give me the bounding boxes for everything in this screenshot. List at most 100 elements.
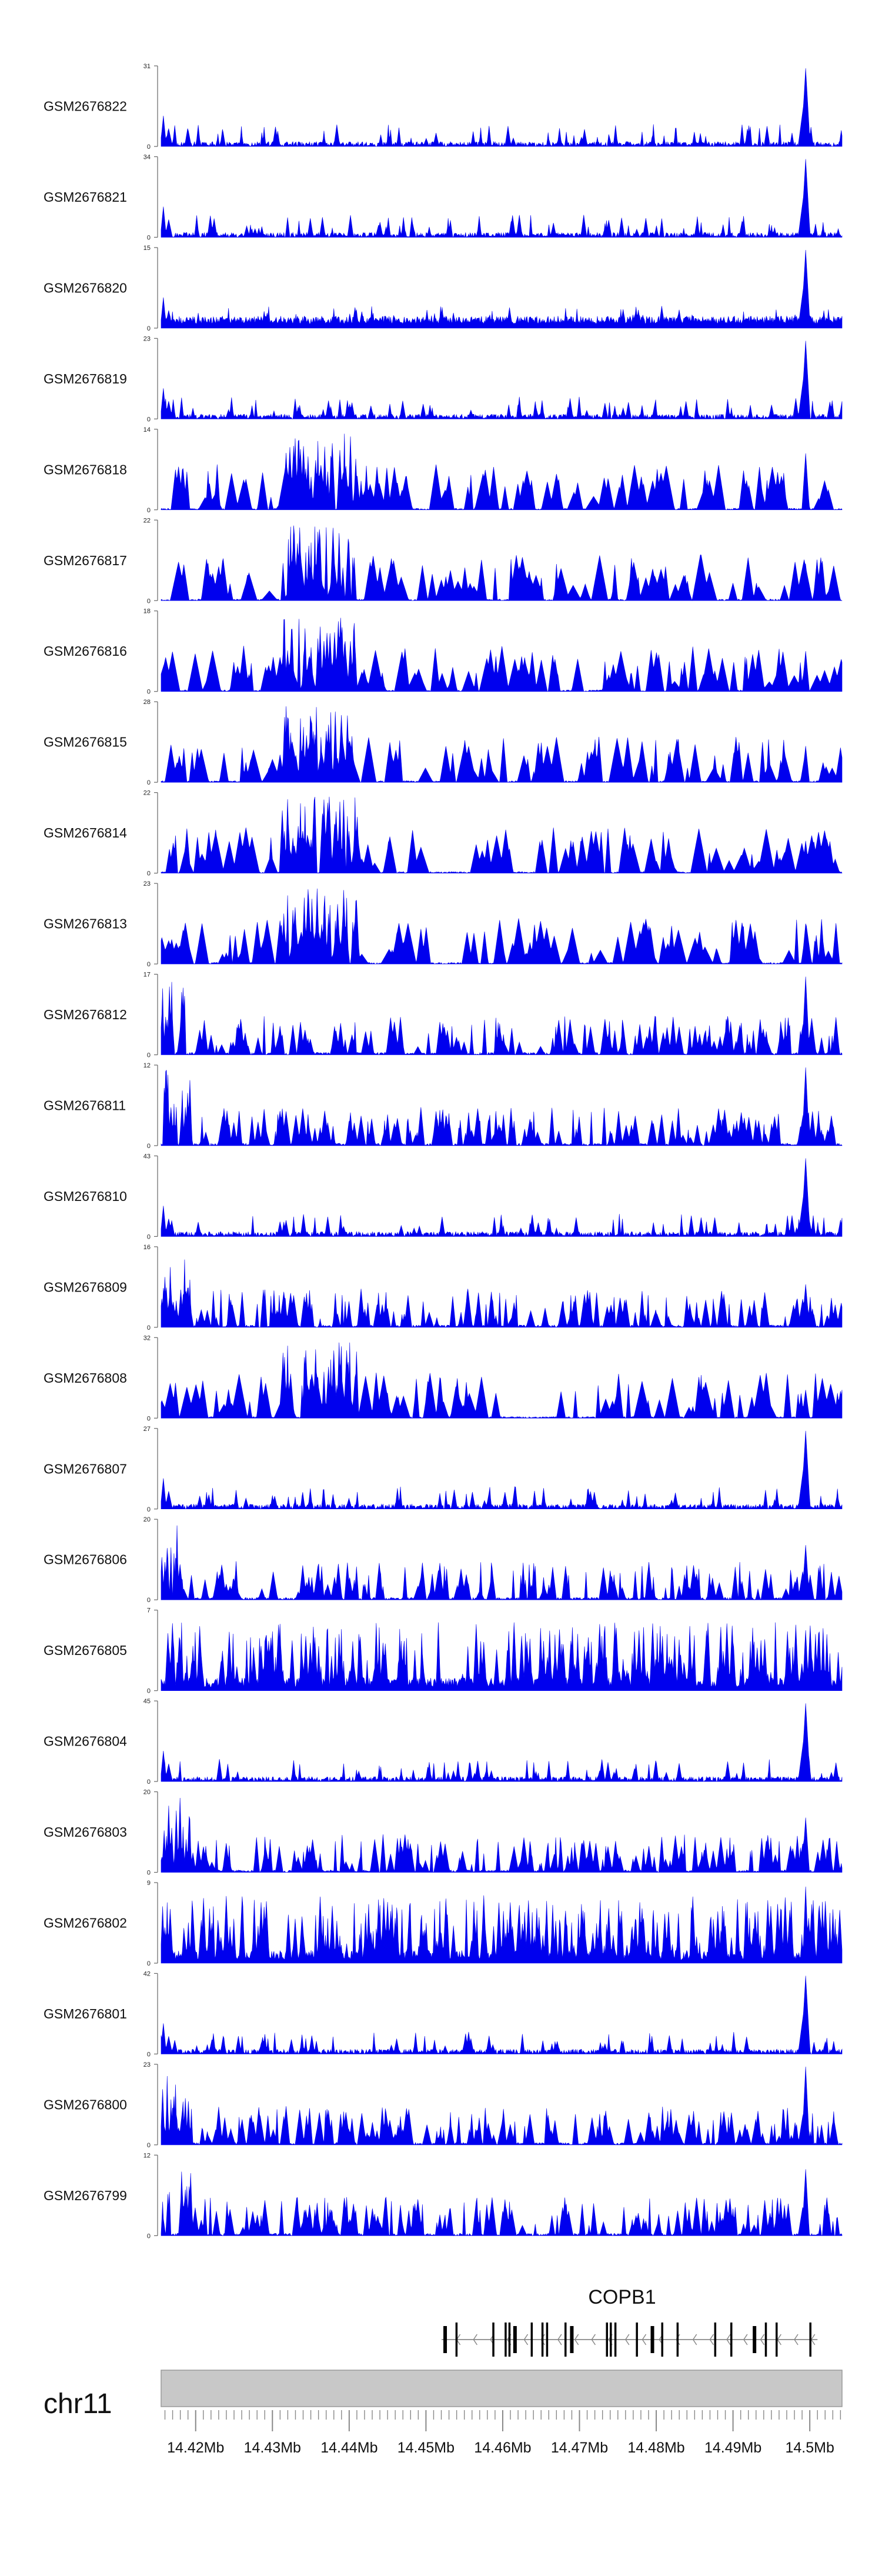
track-GSM2676818: GSM2676818 14 0 (44, 426, 843, 514)
coverage-area (161, 68, 843, 147)
track-label: GSM2676819 (44, 371, 127, 386)
coverage-area (161, 976, 843, 1056)
track-GSM2676814: GSM2676814 22 0 (44, 790, 843, 877)
track-label: GSM2676812 (44, 1007, 127, 1022)
y-tick-label-bottom: 0 (147, 1597, 151, 1604)
track-GSM2676813: GSM2676813 23 0 (44, 880, 843, 968)
y-tick-label-top: 34 (143, 154, 151, 161)
track-GSM2676822: GSM2676822 31 0 (44, 63, 843, 151)
track-label: GSM2676809 (44, 1279, 127, 1294)
track-label: GSM2676800 (44, 2097, 127, 2112)
y-tick-label-top: 43 (143, 1153, 151, 1160)
coverage-area (161, 1976, 843, 2055)
coverage-area (161, 1525, 843, 1601)
y-tick-label-top: 18 (143, 608, 151, 615)
gene-exon (614, 2323, 617, 2357)
y-tick-label-top: 7 (147, 1607, 151, 1614)
y-tick-label-bottom: 0 (147, 1688, 151, 1695)
strand-arrow (709, 2334, 714, 2345)
y-tick-label-top: 27 (143, 1426, 151, 1433)
y-tick-label-top: 12 (143, 1062, 151, 1069)
strand-arrow (557, 2334, 562, 2345)
track-GSM2676819: GSM2676819 23 0 (44, 335, 843, 423)
coverage-area (161, 796, 843, 874)
gene-exon (570, 2326, 574, 2353)
genome-axis: chr11 14.42Mb 14.43Mb 14.44Mb 14.45Mb 14.46M… (44, 2370, 843, 2456)
axis-tick-label: 14.44Mb (320, 2440, 377, 2456)
y-tick-label-top: 31 (143, 63, 151, 70)
axis-tick-label: 14.42Mb (167, 2440, 224, 2456)
gene-exon (492, 2323, 495, 2357)
y-tick-label-top: 42 (143, 1970, 151, 1977)
y-tick-label-top: 32 (143, 1334, 151, 1342)
track-GSM2676808: GSM2676808 32 0 (44, 1334, 843, 1422)
gene-track: COPB1 (442, 2286, 818, 2357)
gene-exon (714, 2323, 717, 2357)
track-label: GSM2676816 (44, 643, 127, 659)
track-GSM2676805: GSM2676805 7 0 (44, 1607, 843, 1695)
track-GSM2676817: GSM2676817 22 0 (44, 517, 843, 605)
y-tick-label-bottom: 0 (147, 961, 151, 968)
coverage-area (161, 1067, 843, 1146)
coverage-area (161, 888, 843, 965)
y-tick-label-bottom: 0 (147, 2233, 151, 2240)
y-tick-label-top: 22 (143, 790, 151, 797)
track-GSM2676809: GSM2676809 16 0 (44, 1244, 843, 1332)
strand-arrow (574, 2334, 579, 2345)
coverage-area (161, 159, 843, 238)
y-tick-label-bottom: 0 (147, 144, 151, 151)
y-tick-label-bottom: 0 (147, 1052, 151, 1059)
track-GSM2676812: GSM2676812 17 0 (44, 972, 843, 1059)
gene-model (442, 2323, 818, 2357)
track-GSM2676801: GSM2676801 42 0 (44, 1970, 843, 2058)
coverage-area (161, 2169, 843, 2237)
gene-exon (530, 2323, 533, 2357)
coverage-area (161, 341, 843, 420)
track-GSM2676820: GSM2676820 15 0 (44, 245, 843, 332)
strand-arrow (473, 2334, 477, 2345)
y-tick-label-bottom: 0 (147, 689, 151, 696)
track-GSM2676811: GSM2676811 12 0 (44, 1062, 843, 1150)
coverage-area (161, 1797, 843, 1873)
gene-exon (606, 2323, 609, 2357)
track-label: GSM2676820 (44, 280, 127, 295)
track-GSM2676803: GSM2676803 20 0 (44, 1789, 843, 1877)
y-tick-label-top: 22 (143, 517, 151, 524)
strand-arrow (591, 2334, 596, 2345)
y-tick-label-bottom: 0 (147, 1506, 151, 1513)
track-label: GSM2676799 (44, 2188, 127, 2203)
strand-arrow (642, 2334, 647, 2345)
track-label: GSM2676814 (44, 825, 127, 840)
gene-exon (546, 2323, 549, 2357)
y-tick-label-bottom: 0 (147, 325, 151, 332)
gene-exon (753, 2326, 757, 2353)
gene-exon (676, 2323, 679, 2357)
y-tick-label-top: 14 (143, 426, 151, 433)
y-tick-label-top: 23 (143, 880, 151, 887)
track-label: GSM2676810 (44, 1189, 127, 1204)
y-tick-label-bottom: 0 (147, 598, 151, 605)
track-label: GSM2676802 (44, 1916, 127, 1931)
coverage-area (161, 1342, 843, 1419)
coverage-area (161, 1622, 843, 1691)
y-tick-label-bottom: 0 (147, 2142, 151, 2149)
coverage-area (161, 1259, 843, 1328)
track-label: GSM2676801 (44, 2006, 127, 2021)
gene-label: COPB1 (588, 2286, 656, 2308)
gene-exon (650, 2326, 654, 2353)
y-tick-label-bottom: 0 (147, 1870, 151, 1877)
y-tick-label-bottom: 0 (147, 1778, 151, 1786)
axis-tick-label: 14.43Mb (244, 2440, 301, 2456)
track-label: GSM2676803 (44, 1824, 127, 1840)
y-tick-label-bottom: 0 (147, 1960, 151, 1967)
gene-exon (513, 2326, 517, 2353)
y-tick-label-top: 12 (143, 2152, 151, 2159)
y-tick-label-bottom: 0 (147, 507, 151, 514)
strand-arrow (624, 2334, 630, 2345)
strand-arrow (692, 2334, 697, 2345)
strand-arrow (523, 2334, 529, 2345)
track-label: GSM2676805 (44, 1643, 127, 1658)
track-GSM2676810: GSM2676810 43 0 (44, 1153, 843, 1240)
track-GSM2676800: GSM2676800 23 0 (44, 2061, 843, 2149)
